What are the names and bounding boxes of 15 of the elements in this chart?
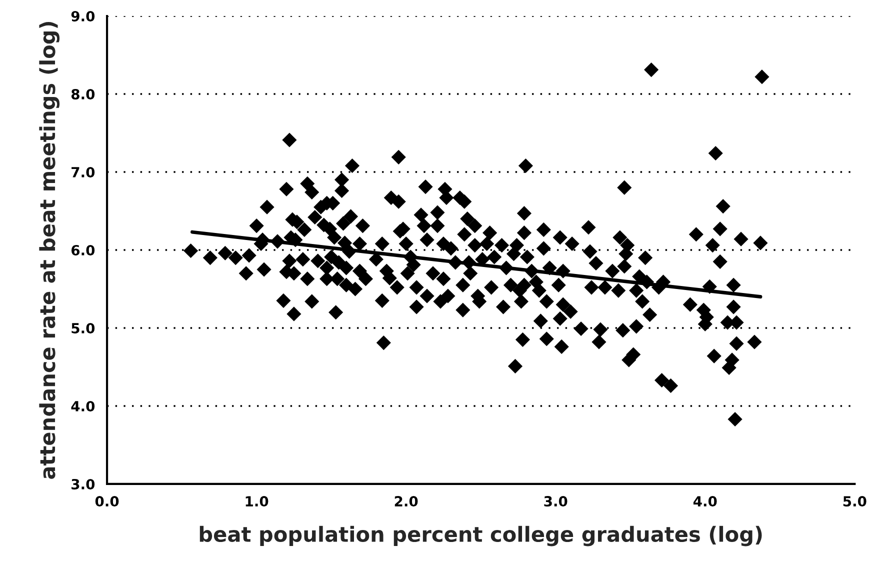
x-tick-label: 0.0 (95, 496, 119, 507)
y-tick-label: 9.0 (71, 10, 95, 22)
y-tick-label: 7.0 (72, 166, 95, 178)
y-axis-title: attendance rate at beat meetings (log) (39, 22, 60, 479)
x-tick-label: 1.0 (246, 496, 268, 507)
x-axis-title: beat population percent college graduates (log) (200, 526, 762, 546)
y-tick-label: 3.0 (72, 478, 95, 490)
y-tick-label: 6.0 (71, 244, 95, 256)
y-tick-label: 8.0 (71, 88, 95, 100)
y-tick-label: 5.0 (72, 322, 95, 334)
x-tick-label: 3.0 (544, 496, 568, 507)
x-tick-label: 2.0 (394, 496, 418, 507)
x-tick-label: 4.0 (693, 496, 717, 507)
x-tick-label: 5.0 (843, 496, 866, 507)
y-tick-label: 4.0 (71, 400, 95, 412)
